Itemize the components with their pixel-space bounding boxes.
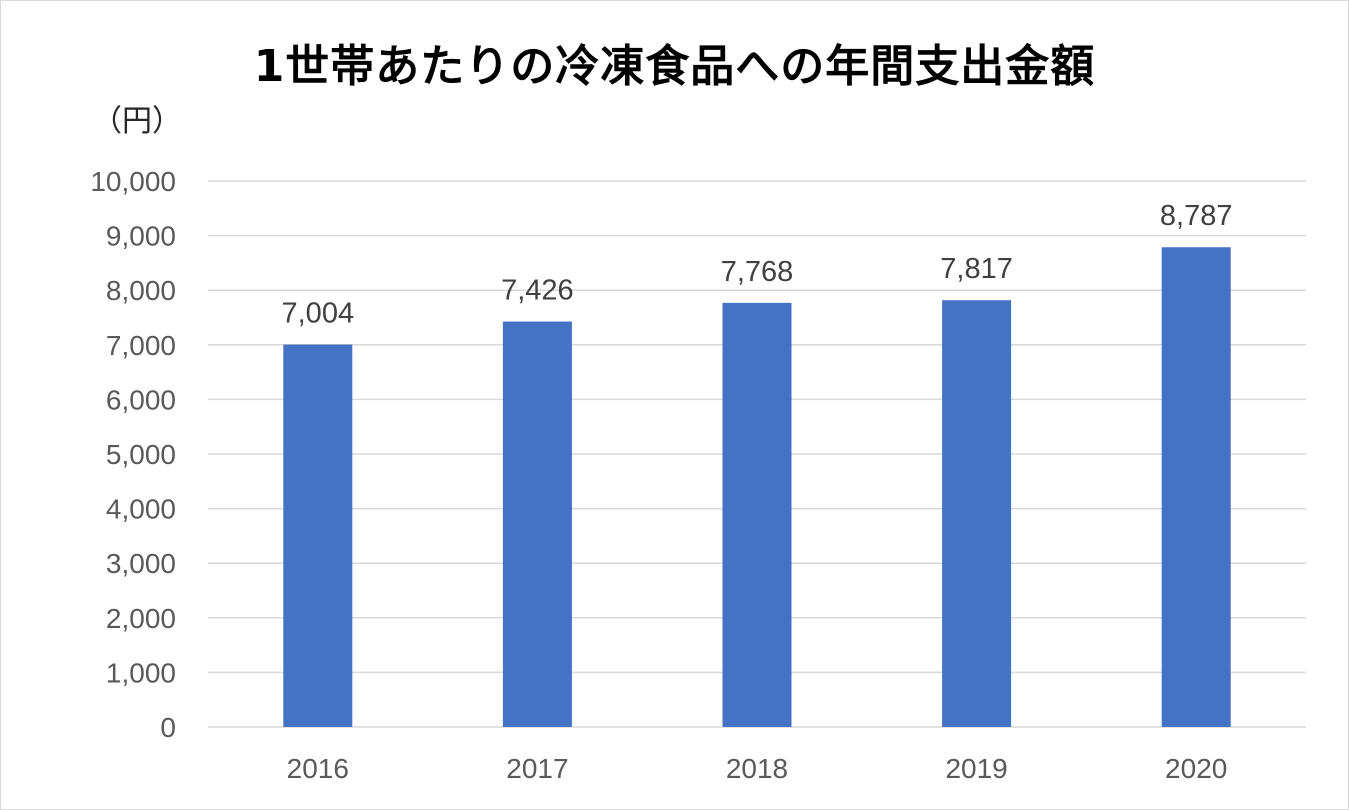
y-axis-unit-label: （円） bbox=[92, 104, 182, 139]
bar-2017 bbox=[502, 321, 572, 727]
bar-2018 bbox=[722, 302, 792, 727]
y-tick-label: 2,000 bbox=[106, 603, 176, 634]
y-tick-label: 9,000 bbox=[106, 221, 176, 252]
bar-2019 bbox=[942, 300, 1012, 727]
data-label-2017: 7,426 bbox=[501, 275, 574, 307]
y-tick-label: 4,000 bbox=[106, 494, 176, 525]
y-tick-label: 3,000 bbox=[106, 548, 176, 579]
bars bbox=[283, 247, 1231, 727]
y-tick-label: 8,000 bbox=[106, 275, 176, 306]
data-label-2019: 7,817 bbox=[940, 253, 1013, 285]
y-tick-label: 10,000 bbox=[90, 166, 176, 197]
data-label-2016: 7,004 bbox=[282, 298, 355, 330]
y-axis-ticks: 0 1,000 2,000 3,000 4,000 5,000 6,000 7,000 8,00… bbox=[90, 166, 176, 743]
x-tick-label-2018: 2018 bbox=[726, 753, 788, 784]
chart-title: 1世帯あたりの冷凍食品への年間支出金額 bbox=[253, 41, 1096, 92]
data-labels: 7,004 7,426 7,768 7,817 8,787 bbox=[282, 200, 1233, 329]
x-tick-label-2019: 2019 bbox=[945, 753, 1007, 784]
x-tick-label-2017: 2017 bbox=[506, 753, 568, 784]
y-tick-label: 7,000 bbox=[106, 330, 176, 361]
y-tick-label: 1,000 bbox=[106, 657, 176, 688]
x-tick-label-2016: 2016 bbox=[287, 753, 349, 784]
y-tick-label: 0 bbox=[160, 712, 176, 743]
x-axis-ticks: 2016 2017 2018 2019 2020 bbox=[287, 753, 1228, 784]
y-tick-label: 5,000 bbox=[106, 439, 176, 470]
bar-2016 bbox=[283, 344, 353, 727]
data-label-2018: 7,768 bbox=[721, 256, 794, 288]
bar-2020 bbox=[1161, 247, 1231, 727]
y-tick-label: 6,000 bbox=[106, 384, 176, 415]
x-tick-label-2020: 2020 bbox=[1165, 753, 1227, 784]
data-label-2020: 8,787 bbox=[1160, 200, 1233, 232]
